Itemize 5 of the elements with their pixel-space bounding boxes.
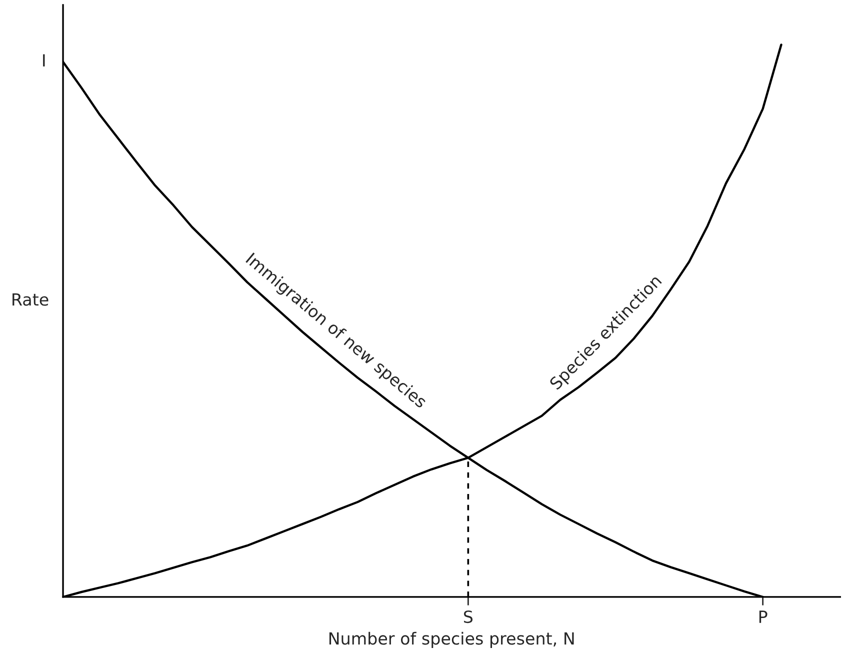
x-tick-label: P	[759, 610, 768, 623]
x-axis-title: Number of species present, N	[329, 632, 574, 648]
y-axis-title: Rate	[12, 293, 48, 306]
x-tick-label: S	[464, 610, 473, 624]
text: I	[43, 54, 45, 66]
